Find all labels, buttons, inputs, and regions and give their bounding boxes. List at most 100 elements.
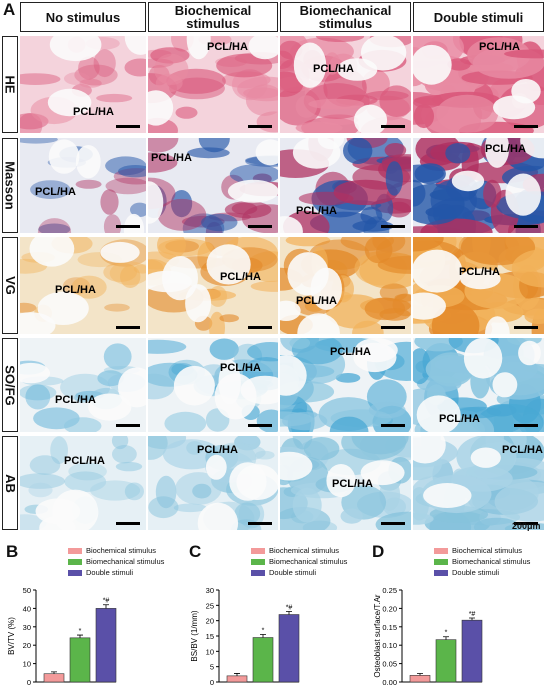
y-axis-label: Osteoblast surface/T.Ar <box>373 594 382 677</box>
scaffold-label: PCL/HA <box>332 478 373 490</box>
y-tick-label: 30 <box>23 623 31 632</box>
bar <box>95 608 117 683</box>
scale-bar <box>381 125 405 128</box>
legend-swatch <box>251 558 265 565</box>
histology-image: PCL/HA <box>280 436 411 530</box>
scale-bar <box>514 424 538 427</box>
scale-bar <box>116 522 140 525</box>
histology-image: PCL/HA <box>413 138 544 233</box>
histology-image: PCL/HA <box>148 237 278 334</box>
histology-image: PCL/HA <box>413 436 544 530</box>
legend-swatch <box>434 558 448 565</box>
bar <box>252 637 274 683</box>
y-tick-label: 0.00 <box>382 678 397 686</box>
legend-entry: Biochemical stimulus <box>251 546 339 555</box>
scaffold-label: PCL/HA <box>313 63 354 75</box>
scaffold-label: PCL/HA <box>55 284 96 296</box>
legend-entry: Double stimuli <box>434 568 499 577</box>
row-label-text: HE <box>2 75 18 94</box>
y-tick-label: 50 <box>23 586 31 595</box>
scale-bar <box>116 326 140 329</box>
row-label-text: SO/FG <box>2 364 18 406</box>
error-bar <box>443 636 449 640</box>
legend-entry: Biochemical stimulus <box>434 546 522 555</box>
bar <box>461 619 483 683</box>
legend-swatch <box>434 569 448 576</box>
row-label-text: AB <box>2 473 18 493</box>
row-label-1: HE <box>2 36 18 133</box>
legend-swatch <box>68 547 82 554</box>
row-label-text: Masson <box>2 161 18 210</box>
histology-image: PCL/HA <box>280 36 411 133</box>
scale-bar <box>381 326 405 329</box>
error-bar <box>77 634 83 638</box>
histology-image: PCL/HA <box>280 237 411 334</box>
legend-swatch <box>434 547 448 554</box>
scaffold-label: PCL/HA <box>502 444 543 456</box>
y-tick-label: 0.10 <box>382 641 397 650</box>
row-label-text: VG <box>2 276 18 295</box>
scale-bar <box>116 424 140 427</box>
row-label-5: AB <box>2 436 18 530</box>
bar <box>43 673 65 683</box>
panel-letter-b: B <box>6 542 19 561</box>
legend-label: Biochemical stimulus <box>269 546 340 555</box>
scale-bar <box>116 225 140 228</box>
y-tick-label: 5 <box>210 663 214 672</box>
panel-letter-a: A <box>3 0 16 19</box>
legend-label: Biomechanical stimulus <box>269 557 348 566</box>
significance-mark: * <box>445 630 448 637</box>
row-label-3: VG <box>2 237 18 334</box>
histology-image: PCL/HA <box>413 36 544 133</box>
y-tick-label: 25 <box>206 601 214 610</box>
histology-image: PCL/HA <box>148 36 278 133</box>
y-tick-label: 20 <box>206 617 214 626</box>
histology-image: PCL/HA <box>20 237 146 334</box>
significance-mark: *# <box>469 611 476 618</box>
scaffold-label: PCL/HA <box>439 413 480 425</box>
scaffold-label: PCL/HA <box>459 266 500 278</box>
error-bar <box>260 634 266 638</box>
legend-entry: Biomechanical stimulus <box>68 557 164 566</box>
scale-bar <box>514 225 538 228</box>
scaffold-label: PCL/HA <box>330 346 371 358</box>
histology-image: PCL/HA <box>280 138 411 233</box>
legend-entry: Double stimuli <box>251 568 316 577</box>
scaffold-label: PCL/HA <box>485 143 526 155</box>
bar <box>69 637 91 683</box>
scale-bar <box>248 326 272 329</box>
scale-bar <box>248 424 272 427</box>
scaffold-label: PCL/HA <box>35 186 76 198</box>
bar <box>409 675 431 683</box>
error-bar <box>417 673 423 676</box>
legend-label: Biochemical stimulus <box>86 546 157 555</box>
histology-image: PCL/HA <box>20 436 146 530</box>
legend-entry: Biochemical stimulus <box>68 546 156 555</box>
scale-bar <box>248 125 272 128</box>
legend-entry: Double stimuli <box>68 568 133 577</box>
legend-swatch <box>251 547 265 554</box>
legend-swatch <box>251 569 265 576</box>
significance-mark: * <box>262 627 265 634</box>
histology-image: PCL/HA <box>148 436 278 530</box>
panel-letter-c: C <box>189 542 202 561</box>
scale-bar <box>514 522 538 525</box>
histology-image: PCL/HA <box>148 338 278 432</box>
column-header-3: Biomechanical stimulus <box>280 2 411 32</box>
significance-mark: *# <box>286 604 293 611</box>
bar <box>226 675 248 683</box>
y-axis-label: BV/TV (%) <box>7 617 16 655</box>
error-bar <box>51 671 57 674</box>
legend-label: Biochemical stimulus <box>452 546 523 555</box>
legend-entry: Biomechanical stimulus <box>434 557 530 566</box>
scaffold-label: PCL/HA <box>197 444 238 456</box>
y-tick-label: 30 <box>206 586 214 595</box>
y-tick-label: 0.15 <box>382 623 397 632</box>
histology-image: PCL/HA <box>20 338 146 432</box>
scaffold-label: PCL/HA <box>296 295 337 307</box>
histology-image: PCL/HA <box>20 138 146 233</box>
scaffold-label: PCL/HA <box>64 455 105 467</box>
error-bar <box>469 617 475 621</box>
bar-chart-b: 0 10 20 30 40 50 BV/TV (%) * *# B Biochemical stim… <box>0 536 185 686</box>
